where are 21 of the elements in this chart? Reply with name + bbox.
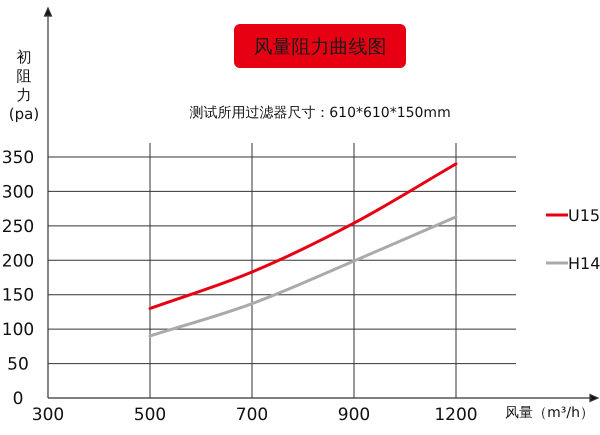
- x-tick-label: 900: [338, 405, 370, 425]
- x-tick-label: 700: [236, 405, 268, 425]
- legend-label: H14: [568, 254, 600, 273]
- legend-label: U15: [568, 206, 600, 225]
- x-tick-label: 1200: [434, 405, 478, 425]
- line-series: [148, 162, 458, 310]
- x-tick-label: 500: [134, 405, 166, 425]
- chart-title: 风量阻力曲线图: [254, 36, 386, 58]
- x-tick-label: 300: [32, 405, 64, 425]
- y-tick-label: 300: [2, 182, 34, 202]
- y-tick-label: 200: [2, 251, 34, 272]
- y-tick-label: 150: [2, 286, 34, 306]
- y-tick-label: 250: [2, 216, 34, 237]
- line-series: [148, 215, 458, 338]
- y-tick-label: 50: [7, 354, 29, 375]
- chart-subtitle: 测试所用过滤器尺寸：610*610*150mm: [189, 105, 451, 121]
- y-axis-title: 初阻力(pa): [8, 48, 40, 123]
- x-axis-title: 风量（m³/h）: [505, 405, 594, 421]
- y-tick-label: 100: [2, 320, 34, 340]
- y-tick-label: 350: [2, 148, 34, 168]
- y-tick-label: 0: [12, 389, 24, 409]
